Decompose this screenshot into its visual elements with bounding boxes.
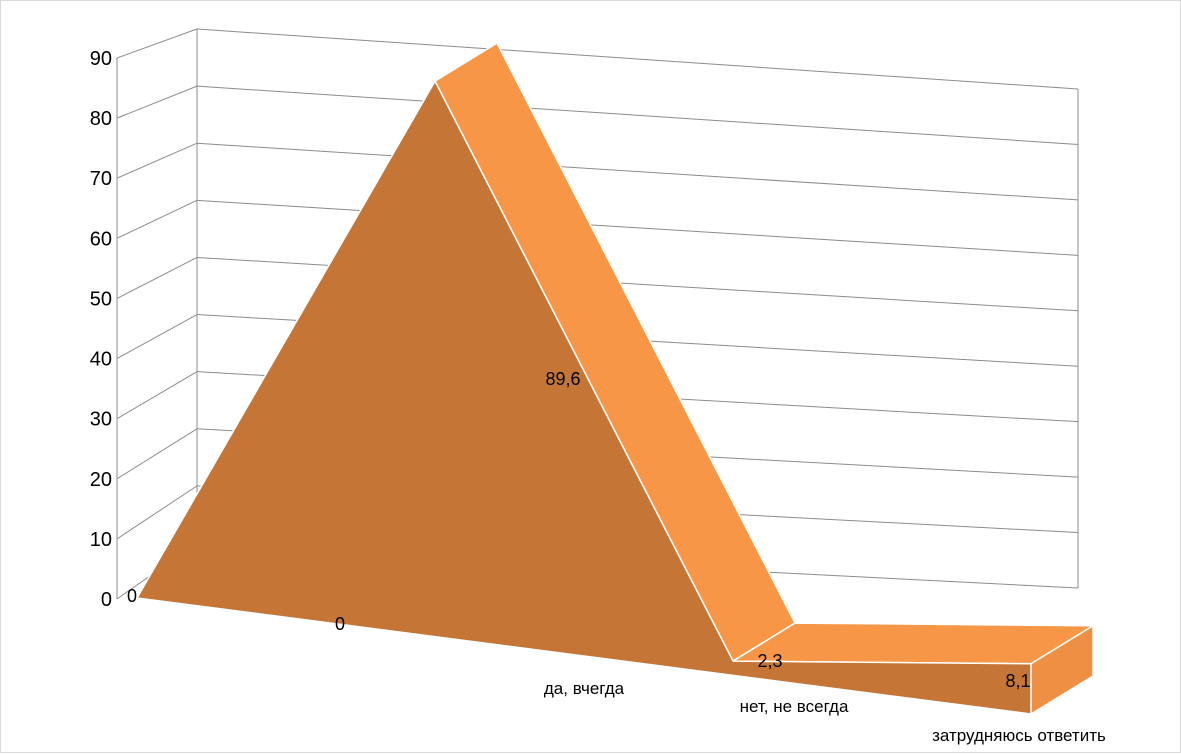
gridline-side <box>116 28 198 59</box>
data-labels: 0 89,6 2,3 8,1 0 <box>127 369 1031 691</box>
area-top-face <box>732 622 1094 665</box>
gridline-side <box>116 85 198 119</box>
y-tick-label: 60 <box>90 228 112 250</box>
y-tick-label: 90 <box>90 48 112 70</box>
gridline-back <box>196 142 1079 201</box>
x-category-label: да, вчегда <box>544 679 625 698</box>
gridline-side <box>116 428 198 480</box>
x-category-label: затрудняюсь ответить <box>932 726 1106 745</box>
y-axis-ticks: 0 10 20 30 40 50 60 70 80 90 <box>90 48 112 611</box>
gridline-back <box>196 28 1079 90</box>
gridline-side <box>116 142 198 179</box>
gridline-side <box>116 485 198 540</box>
gridline-side <box>116 199 198 239</box>
gridline-side <box>116 256 198 299</box>
data-label: 8,1 <box>1005 671 1030 691</box>
y-tick-label: 50 <box>90 288 112 310</box>
data-label-zero-left: 0 <box>127 586 137 606</box>
y-tick-label: 10 <box>90 529 112 551</box>
y-tick-label: 20 <box>90 469 112 491</box>
gridline-back <box>196 199 1079 256</box>
gridline-back <box>196 85 1079 145</box>
data-label: 89,6 <box>545 369 580 389</box>
y-tick-label: 30 <box>90 409 112 431</box>
area-front-face <box>136 80 1032 715</box>
x-axis-categories: да, вчегда нет, не всегда затрудняюсь отве… <box>544 679 1106 745</box>
x-category-label: нет, не всегда <box>740 697 849 716</box>
y-tick-label: 40 <box>90 349 112 371</box>
data-label: 0 <box>335 614 345 634</box>
gridline-side <box>116 371 198 420</box>
gridline-side <box>116 314 198 359</box>
area-series <box>136 42 1094 716</box>
data-label: 2,3 <box>757 651 782 671</box>
y-tick-label: 70 <box>90 168 112 190</box>
y-tick-label: 80 <box>90 108 112 130</box>
y-tick-label: 0 <box>101 589 112 611</box>
